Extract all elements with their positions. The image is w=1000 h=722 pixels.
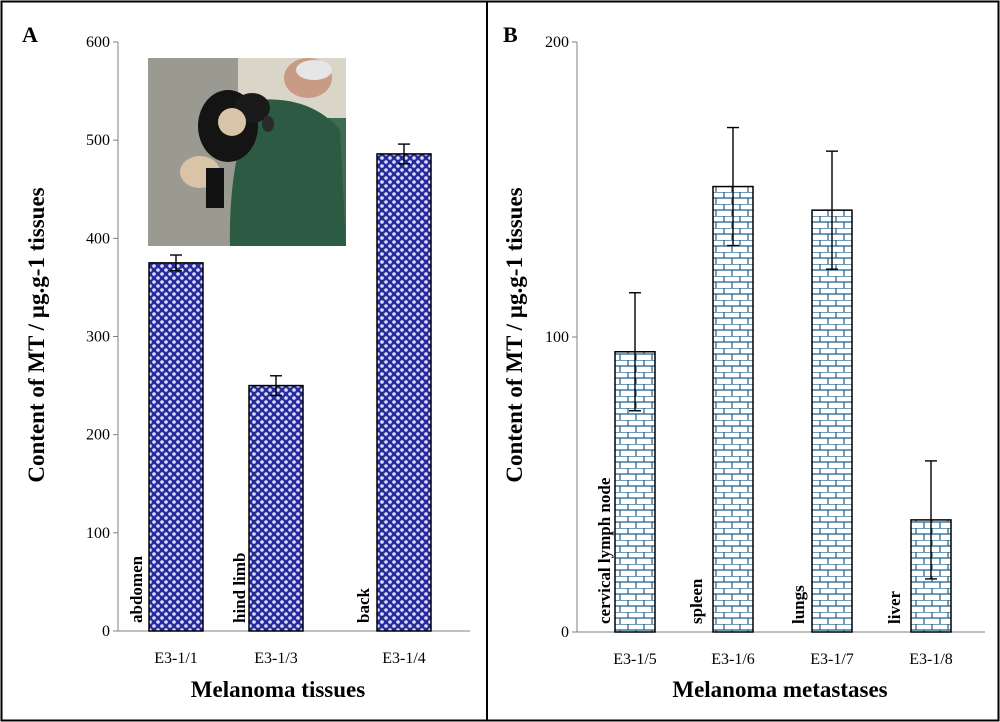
panel-b-chart: 0 100 200 E3-1/5 cervical lymph node E3-1/6 sp… [545, 34, 985, 668]
panel-a-bar-site-label: abdomen [127, 555, 146, 623]
panel-b-x-axis-title: Melanoma metastases [672, 677, 887, 702]
panel-a-inset-photo [148, 58, 346, 246]
panel-a-bar [376, 153, 432, 632]
panel-a-category-label: E3-1/3 [254, 650, 298, 667]
panel-b-bar-site-label: spleen [687, 578, 706, 624]
panel-b-bar [811, 209, 853, 633]
panel-a-bar [148, 262, 204, 632]
panel-b-category-label: E3-1/6 [711, 651, 755, 668]
panel-b-y-tick-label: 200 [545, 34, 569, 51]
panel-b-y-tick-label: 100 [545, 329, 569, 346]
panel-a-category-label: E3-1/1 [154, 650, 198, 667]
panel-b-y-axis-title: Content of MT / µg.g-1 tissues [502, 187, 527, 482]
panel-a-x-axis-title: Melanoma tissues [191, 677, 365, 702]
panel-b-bar-site-label: liver [885, 591, 904, 624]
panel-b-bar [712, 185, 754, 633]
panel-a-y-tick-label: 400 [86, 230, 110, 247]
panel-a-y-axis-title: Content of MT / µg.g-1 tissues [24, 187, 49, 482]
panel-a-category-label: E3-1/4 [382, 650, 426, 667]
panel-letter-b: B [503, 22, 518, 47]
panel-a-chart: 0 100 200 300 400 500 600 E3-1/1 abdomen E3-1/3 hi… [86, 34, 470, 667]
panel-a-bar-site-label: back [354, 588, 373, 624]
panel-letter-a: A [22, 22, 38, 47]
panel-a-y-tick-label: 300 [86, 329, 110, 346]
panel-b-category-label: E3-1/7 [810, 651, 854, 668]
panel-a-y-tick-label: 500 [86, 132, 110, 149]
panel-b-y-tick-label: 0 [561, 624, 569, 641]
panel-b-bar-site-label: cervical lymph node [595, 477, 614, 624]
panel-a-y-tick-label: 0 [102, 623, 110, 640]
panel-a-y-tick-label: 600 [86, 34, 110, 51]
panel-a-y-tick-label: 200 [86, 427, 110, 444]
panel-b-category-label: E3-1/8 [909, 651, 953, 668]
panel-a-bar [248, 384, 304, 632]
panel-b-category-label: E3-1/5 [613, 651, 657, 668]
panel-b-bar-site-label: lungs [789, 585, 808, 624]
panel-a-bar-site-label: hind limb [230, 553, 249, 623]
panel-a-y-tick-label: 100 [86, 525, 110, 542]
